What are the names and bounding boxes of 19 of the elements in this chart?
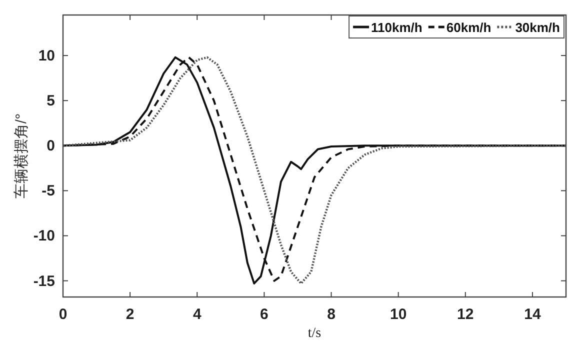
x-axis-title: t/s xyxy=(308,326,322,341)
x-tick-label: 12 xyxy=(457,306,474,323)
y-tick-label: -10 xyxy=(33,228,55,245)
legend-label: 110km/h xyxy=(371,20,422,35)
x-tick-label: 4 xyxy=(192,306,202,323)
x-tick-label: 14 xyxy=(524,306,542,323)
y-tick-label: -5 xyxy=(42,182,55,200)
y-tick-label: 10 xyxy=(38,48,55,65)
x-tick-label: 0 xyxy=(58,306,68,323)
x-tick-label: 10 xyxy=(390,306,407,323)
y-tick-label: -15 xyxy=(33,272,55,290)
x-tick-label: 2 xyxy=(126,306,134,323)
y-tick-label: 0 xyxy=(46,138,55,155)
x-tick-label: 8 xyxy=(327,306,336,323)
legend-label: 60km/h xyxy=(446,20,492,35)
legend-label: 30km/h xyxy=(515,20,560,35)
y-axis-title: 车辆横摆角/° xyxy=(13,113,30,199)
x-tick-label: 6 xyxy=(260,306,268,323)
y-tick-label: 5 xyxy=(46,92,55,110)
